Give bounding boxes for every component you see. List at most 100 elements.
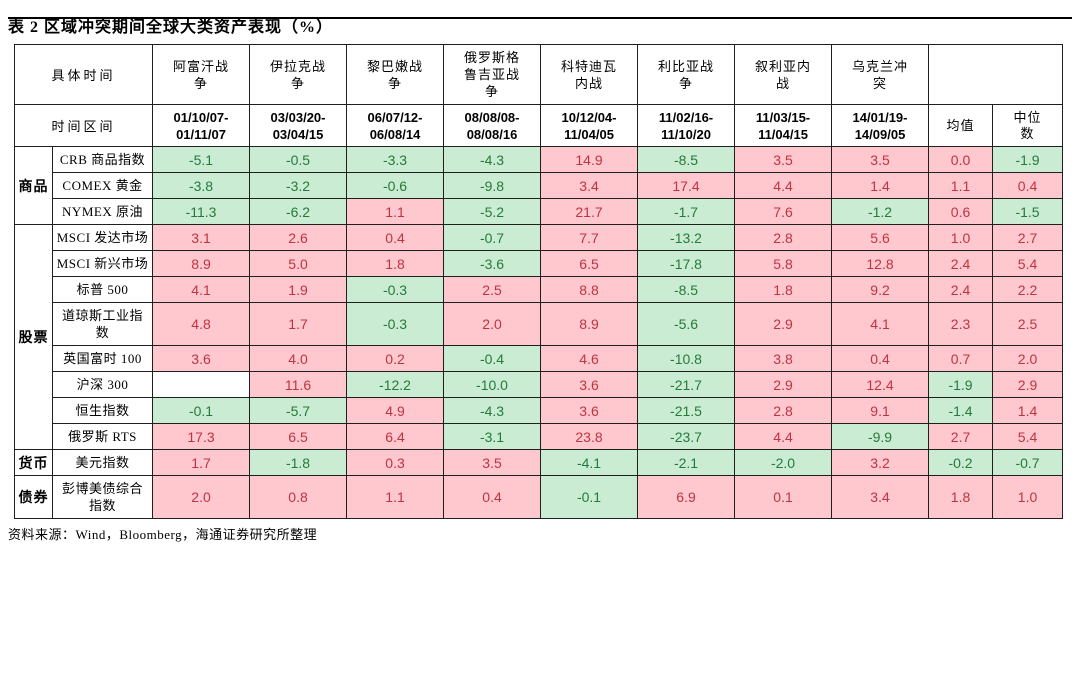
value-cell: 3.6 [152,345,251,372]
table-row: 道琼斯工业指数 4.8 1.7 -0.3 2.0 8.9 -5.6 2.9 4.1 2.3 2.5 [15,302,1064,346]
value-cell: 2.3 [928,302,994,346]
value-cell: 1.4 [831,172,930,199]
value-cell: -0.2 [928,449,994,476]
value-cell: 3.1 [152,224,251,251]
value-cell: 6.9 [637,475,736,519]
value-cell: 1.7 [249,302,348,346]
value-cell: 4.9 [346,397,445,424]
period-header-cell: 11/03/15- 11/04/15 [734,104,833,147]
table-row: NYMEX 原油 -11.3 -6.2 1.1 -5.2 21.7 -1.7 7.6 -1.2 0… [15,198,1064,225]
value-cell: 12.4 [831,371,930,398]
period-header-cell: 06/07/12- 06/08/14 [346,104,445,147]
period-header-cell: 14/01/19- 14/09/05 [831,104,930,147]
value-cell: -0.1 [152,397,251,424]
value-cell: 5.6 [831,224,930,251]
value-cell: 7.7 [540,224,639,251]
value-cell: 2.5 [992,302,1064,346]
value-cell: 4.1 [831,302,930,346]
value-cell: 11.6 [249,371,348,398]
value-cell: 3.4 [831,475,930,519]
value-cell: 4.0 [249,345,348,372]
value-cell: 2.9 [734,371,833,398]
value-cell: -8.5 [637,276,736,303]
value-cell: 2.7 [992,224,1064,251]
value-cell: 0.1 [734,475,833,519]
median-header-cell: 中位数 [992,104,1064,147]
conflict-header-cell: 叙利亚内战 [734,44,833,105]
category-cell: 商品 [14,146,53,225]
asset-name-cell: MSCI 新兴市场 [51,250,154,277]
value-cell: 0.2 [346,345,445,372]
value-cell: 7.6 [734,198,833,225]
table-row: 标普 500 4.1 1.9 -0.3 2.5 8.8 -8.5 1.8 9.2 2.4 2.2 [15,276,1064,303]
conflict-header-cell: 伊拉克战争 [249,44,348,105]
period-header-cell: 10/12/04- 11/04/05 [540,104,639,147]
conflict-header-cell: 乌克兰冲突 [831,44,930,105]
period-header-cell: 11/02/16- 11/10/20 [637,104,736,147]
value-cell: 0.4 [992,172,1064,199]
header-specific-time: 具体时间 [13,44,154,105]
value-cell: -9.9 [831,423,930,450]
value-cell: 5.0 [249,250,348,277]
value-cell: -10.8 [637,345,736,372]
value-cell: -10.0 [443,371,542,398]
value-cell: 3.6 [540,397,639,424]
table-row: COMEX 黄金 -3.8 -3.2 -0.6 -9.8 3.4 17.4 4.4 1.4 1.1… [15,172,1064,199]
table-row: 沪深 300 11.6 -12.2 -10.0 3.6 -21.7 2.9 12.4 -1.9 2… [15,371,1064,398]
value-cell: -2.0 [734,449,833,476]
value-cell: -9.8 [443,172,542,199]
category-cell: 股票 [14,224,53,450]
value-cell: -1.7 [637,198,736,225]
value-cell: -4.3 [443,146,542,173]
source-note: 资料来源：Wind，Bloomberg，海通证券研究所整理 [8,527,318,542]
value-cell: 2.9 [992,371,1064,398]
value-cell: 0.4 [346,224,445,251]
value-cell: -5.1 [152,146,251,173]
value-cell: 4.4 [734,172,833,199]
value-cell: 9.1 [831,397,930,424]
value-cell: 9.2 [831,276,930,303]
value-cell: 4.8 [152,302,251,346]
conflict-header-cell: 阿富汗战争 [152,44,251,105]
value-cell: -1.9 [928,371,994,398]
conflict-header-cell: 科特迪瓦内战 [540,44,639,105]
asset-name-cell: MSCI 发达市场 [51,224,154,251]
asset-name-cell: 沪深 300 [51,371,154,398]
value-cell: 2.0 [152,475,251,519]
value-cell: 6.5 [540,250,639,277]
value-cell: -3.6 [443,250,542,277]
value-cell: -23.7 [637,423,736,450]
top-rule [8,17,1072,19]
value-cell: 1.1 [346,198,445,225]
value-cell: 5.8 [734,250,833,277]
value-cell: -1.5 [992,198,1064,225]
value-cell: 8.9 [540,302,639,346]
value-cell: -3.3 [346,146,445,173]
header-row-periods: 时间区间 01/10/07- 01/11/07 03/03/20- 03/04/15… [13,104,1064,147]
value-cell: 3.4 [540,172,639,199]
value-cell: 17.3 [152,423,251,450]
value-cell: 21.7 [540,198,639,225]
value-cell: 3.6 [540,371,639,398]
value-cell: -0.6 [346,172,445,199]
table-title: 表 2 区域冲突期间全球大类资产表现（%） [8,19,334,36]
value-cell: -0.7 [443,224,542,251]
value-cell: 0.4 [443,475,542,519]
value-cell: -3.8 [152,172,251,199]
value-cell: 6.5 [249,423,348,450]
value-cell: 0.6 [928,198,994,225]
value-cell: -5.6 [637,302,736,346]
value-cell: -1.8 [249,449,348,476]
value-cell: -2.1 [637,449,736,476]
value-cell: -3.1 [443,423,542,450]
table-row: 股票 MSCI 发达市场 3.1 2.6 0.4 -0.7 7.7 -13.2 2.8 5.6 1.… [14,224,1064,450]
header-row-conflicts: 具体时间 阿富汗战争 伊拉克战争 黎巴嫩战争 俄罗斯格鲁吉亚战争 科特迪瓦内战 利比亚战争叙… [13,44,1064,105]
value-cell: -4.1 [540,449,639,476]
table-row: 俄罗斯 RTS 17.3 6.5 6.4 -3.1 23.8 -23.7 4.4 -9.9 2.7… [15,423,1064,450]
asset-name-cell: 道琼斯工业指数 [51,302,154,346]
value-cell: 2.4 [928,250,994,277]
value-cell: 1.0 [992,475,1064,519]
value-cell: -1.4 [928,397,994,424]
value-cell: 0.4 [831,345,930,372]
value-cell: -13.2 [637,224,736,251]
